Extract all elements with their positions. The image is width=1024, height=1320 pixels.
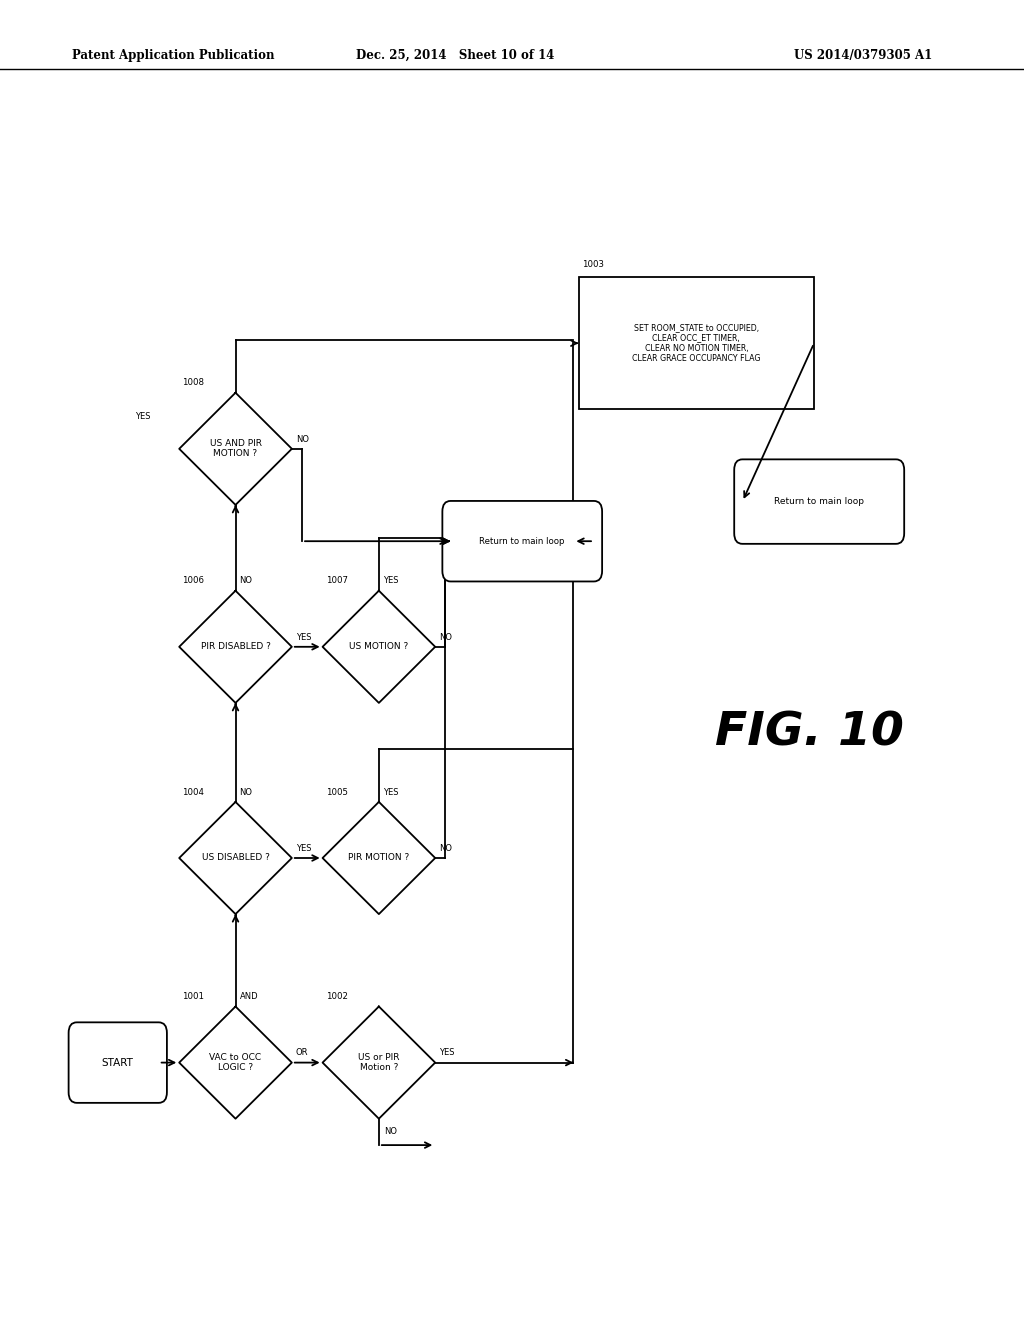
Text: OR: OR [296, 1048, 308, 1057]
Text: YES: YES [135, 412, 151, 421]
Text: YES: YES [296, 632, 311, 642]
Text: NO: NO [296, 434, 309, 444]
Text: START: START [101, 1057, 134, 1068]
Text: YES: YES [383, 788, 398, 796]
Text: VAC to OCC
LOGIC ?: VAC to OCC LOGIC ? [210, 1053, 261, 1072]
Bar [579, 277, 814, 409]
FancyBboxPatch shape [734, 459, 904, 544]
Text: US 2014/0379305 A1: US 2014/0379305 A1 [794, 49, 932, 62]
Text: 1002: 1002 [326, 993, 347, 1001]
Text: AND: AND [240, 993, 258, 1001]
FancyBboxPatch shape [69, 1022, 167, 1104]
Text: Patent Application Publication: Patent Application Publication [72, 49, 274, 62]
Text: 1001: 1001 [182, 993, 204, 1001]
Text: 1008: 1008 [182, 379, 204, 388]
Text: NO: NO [439, 843, 453, 853]
Text: Return to main loop: Return to main loop [774, 498, 864, 506]
Text: Return to main loop: Return to main loop [479, 537, 565, 545]
Text: YES: YES [383, 577, 398, 586]
Text: Dec. 25, 2014   Sheet 10 of 14: Dec. 25, 2014 Sheet 10 of 14 [356, 49, 555, 62]
Text: US AND PIR
MOTION ?: US AND PIR MOTION ? [210, 440, 261, 458]
Text: US DISABLED ?: US DISABLED ? [202, 854, 269, 862]
Text: US MOTION ?: US MOTION ? [349, 643, 409, 651]
Text: FIG. 10: FIG. 10 [715, 710, 903, 755]
Text: SET ROOM_STATE to OCCUPIED,
CLEAR OCC_ET TIMER,
CLEAR NO MOTION TIMER,
CLEAR GRA: SET ROOM_STATE to OCCUPIED, CLEAR OCC_ET… [632, 323, 761, 363]
Text: NO: NO [240, 577, 253, 586]
Text: 1005: 1005 [326, 788, 347, 796]
Text: 1003: 1003 [582, 260, 603, 269]
FancyBboxPatch shape [442, 500, 602, 581]
Text: 1007: 1007 [326, 577, 347, 586]
Text: YES: YES [296, 843, 311, 853]
Text: 1004: 1004 [182, 788, 204, 796]
Text: PIR MOTION ?: PIR MOTION ? [348, 854, 410, 862]
Text: NO: NO [384, 1127, 397, 1135]
Text: YES: YES [439, 1048, 455, 1057]
Text: NO: NO [439, 632, 453, 642]
Text: PIR DISABLED ?: PIR DISABLED ? [201, 643, 270, 651]
Text: 1006: 1006 [182, 577, 204, 586]
Text: NO: NO [240, 788, 253, 796]
Text: US or PIR
Motion ?: US or PIR Motion ? [358, 1053, 399, 1072]
